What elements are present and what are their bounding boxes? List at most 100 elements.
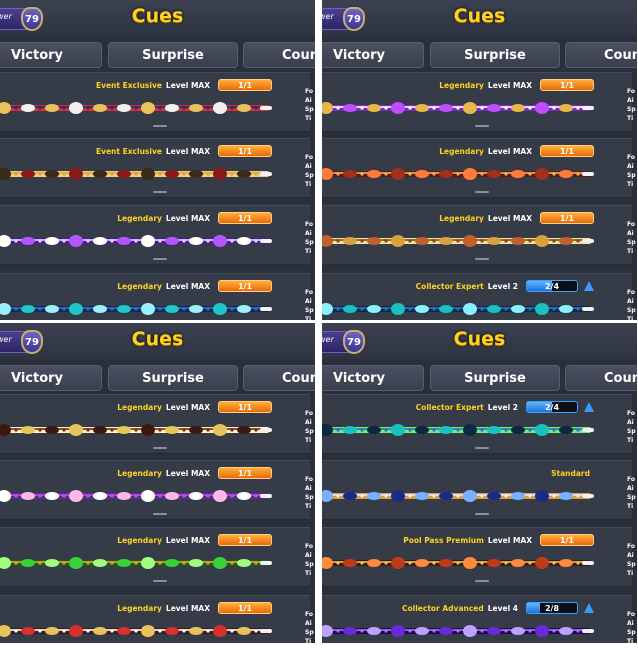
tier-line: Collector Advanced Level 4 2/8 — [402, 601, 594, 615]
cue-ornament — [439, 426, 453, 434]
cue-card[interactable]: Legendary Level MAX 1/1 Fo Ai Sp Ti — [0, 394, 314, 454]
tab-surprise[interactable]: Surprise — [108, 42, 238, 68]
cue-ornament — [93, 170, 107, 178]
stat-aim-label: Ai — [627, 298, 634, 305]
cue-card[interactable]: Legendary Level MAX 1/1 Fo Ai Sp Ti — [322, 138, 636, 198]
stat-force-label: Fo — [305, 289, 313, 296]
cue-card[interactable]: Legendary Level MAX 1/1 Fo Ai Sp Ti — [322, 72, 636, 132]
cue-gem — [504, 307, 508, 311]
tier-level: Level MAX — [165, 146, 210, 156]
cue-tip — [582, 561, 594, 565]
stat-spin-label: Sp — [305, 629, 314, 636]
tier-level: Level MAX — [487, 146, 532, 156]
cue-ornament — [189, 104, 203, 112]
cue-card[interactable]: Legendary Level MAX 1/1 Fo Ai Sp Ti — [0, 205, 314, 265]
tab-country[interactable]: Coun — [243, 365, 315, 391]
cue-gem — [62, 106, 66, 110]
cue-card[interactable]: Collector Expert Level 2 2/4 Fo Ai Sp Ti — [322, 394, 636, 454]
cue-gem — [230, 106, 234, 110]
cue-gem — [182, 629, 186, 633]
tier-line: Legendary Level MAX 1/1 — [439, 78, 594, 92]
cue-ornament — [189, 627, 203, 635]
tier-line: Legendary Level MAX 1/1 — [117, 466, 272, 480]
cue-gem — [480, 494, 484, 498]
cue-card[interactable]: Pool Pass Premium Level MAX 1/1 Fo Ai Sp… — [322, 527, 636, 587]
cue-image — [0, 168, 272, 180]
cue-gem — [504, 561, 508, 565]
cue-gem — [528, 172, 532, 176]
stat-aim-label: Ai — [627, 163, 634, 170]
cue-gem — [14, 561, 18, 565]
cue-gem — [408, 106, 412, 110]
cue-gem — [62, 629, 66, 633]
cue-gem — [230, 561, 234, 565]
stat-force-label: Fo — [305, 88, 313, 95]
cue-ornament — [45, 170, 59, 178]
cue-gem — [528, 629, 532, 633]
stat-time-label: Ti — [627, 181, 634, 188]
cue-card[interactable]: Legendary Level MAX 1/1 Fo Ai Sp Ti — [0, 595, 314, 643]
cue-gem — [456, 494, 460, 498]
cue-ornament — [237, 237, 251, 245]
cue-card[interactable]: Collector Expert Level 2 2/4 Fo Ai Sp Ti — [322, 273, 636, 320]
cue-card[interactable]: Legendary Level MAX 1/1 Fo Ai Sp Ti — [0, 527, 314, 587]
cue-gem — [384, 494, 388, 498]
stat-time-label: Ti — [305, 248, 312, 255]
progress-fill — [527, 402, 552, 412]
tab-country[interactable]: Coun — [565, 42, 637, 68]
stat-force-label: Fo — [627, 476, 635, 483]
tab-bar: Victory Surprise Coun — [0, 365, 315, 391]
cue-ornament — [237, 627, 251, 635]
tab-victory[interactable]: Victory — [0, 42, 102, 68]
upgrade-arrow-icon[interactable] — [584, 603, 594, 613]
cue-ornament — [45, 627, 59, 635]
cue-card[interactable]: Legendary Level MAX 1/1 Fo Ai Sp Ti — [322, 205, 636, 265]
cue-gem — [206, 428, 210, 432]
level-progress-bar: 1/1 — [218, 467, 272, 479]
cue-gem — [504, 428, 508, 432]
progress-fill — [527, 603, 540, 613]
cue-card[interactable]: Event Exclusive Level MAX 1/1 Fo Ai Sp T… — [0, 138, 314, 198]
cue-card[interactable]: Legendary Level MAX 1/1 Fo Ai Sp Ti — [0, 460, 314, 520]
power-label: wer — [0, 335, 12, 344]
cue-ornament — [487, 305, 501, 313]
tab-victory[interactable]: Victory — [0, 365, 102, 391]
tier-line: Pool Pass Premium Level MAX 1/1 — [403, 533, 594, 547]
cue-card[interactable]: Event Exclusive Level MAX 1/1 Fo Ai Sp T… — [0, 72, 314, 132]
tab-surprise[interactable]: Surprise — [108, 365, 238, 391]
stat-spin-label: Sp — [305, 307, 314, 314]
cues-screen: wer 79 Cues Victory Surprise Coun Legend… — [322, 0, 637, 320]
cue-ornament — [343, 559, 357, 567]
tab-surprise[interactable]: Surprise — [430, 42, 560, 68]
cue-gem — [38, 307, 42, 311]
stat-force-label: Fo — [627, 154, 635, 161]
progress-value: 2/4 — [544, 281, 560, 291]
cue-gem — [552, 106, 556, 110]
cue-card[interactable]: Legendary Level MAX 1/1 Fo Ai Sp Ti — [0, 273, 314, 320]
cue-ornament — [141, 102, 155, 114]
cue-ornament — [322, 490, 333, 502]
cue-gem — [206, 172, 210, 176]
tier-line: Standard — [551, 466, 594, 480]
cue-card[interactable]: Collector Advanced Level 4 2/8 Fo Ai Sp … — [322, 595, 636, 643]
cue-ornament — [189, 559, 203, 567]
tab-victory[interactable]: Victory — [322, 42, 424, 68]
tab-country[interactable]: Coun — [243, 42, 315, 68]
stat-spin-label: Sp — [627, 428, 636, 435]
cue-card[interactable]: Standard Fo Ai Sp Ti — [322, 460, 636, 520]
upgrade-arrow-icon[interactable] — [584, 402, 594, 412]
cue-ornament — [535, 102, 549, 114]
cue-ornament — [237, 104, 251, 112]
tab-surprise[interactable]: Surprise — [430, 365, 560, 391]
stat-spin-label: Sp — [627, 494, 636, 501]
cue-stats: Fo Ai Sp Ti — [305, 610, 314, 643]
upgrade-arrow-icon[interactable] — [584, 281, 594, 291]
cue-tip — [260, 307, 272, 311]
cue-gem — [504, 629, 508, 633]
tier-line: Event Exclusive Level MAX 1/1 — [96, 78, 272, 92]
tab-country[interactable]: Coun — [565, 365, 637, 391]
tab-victory[interactable]: Victory — [322, 365, 424, 391]
cue-gem — [38, 428, 42, 432]
cue-ornament — [439, 237, 453, 245]
cue-ornament — [367, 559, 381, 567]
